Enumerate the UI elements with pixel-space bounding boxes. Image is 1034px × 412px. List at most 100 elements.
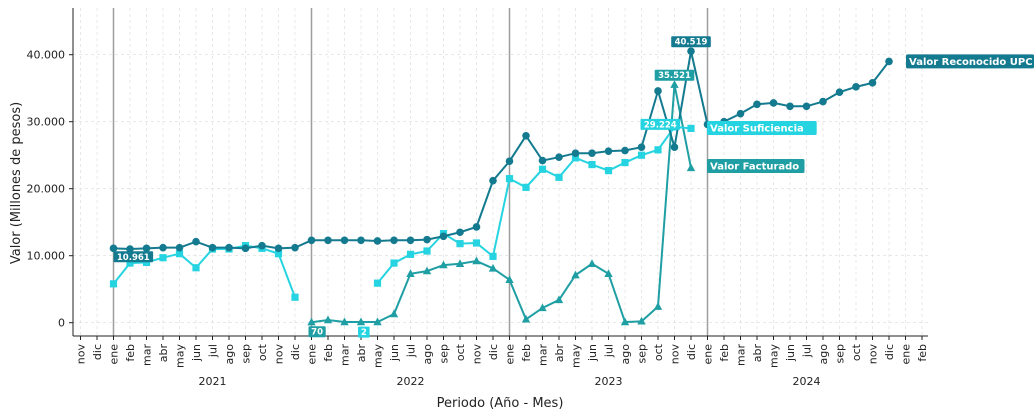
x-tick-label: mar <box>735 344 748 366</box>
data-point <box>274 244 283 253</box>
data-point <box>604 167 613 175</box>
data-point <box>753 100 761 109</box>
y-tick-label: 20.000 <box>27 183 66 196</box>
series-labels: Valor Reconocido UPC Valor Suficiencia Val… <box>707 54 1034 173</box>
data-point <box>538 156 547 165</box>
x-tick-label: ene <box>504 344 517 365</box>
data-point <box>423 235 431 244</box>
annotation-text: 70 <box>311 328 323 338</box>
x-ticks: nov dic ene feb mar abr may jun jul ago sep oct nov d… <box>75 336 929 368</box>
data-point <box>356 317 366 326</box>
x-tick-label: oct <box>850 343 863 361</box>
data-point <box>621 158 629 167</box>
x-tick-label: nov <box>669 344 682 365</box>
x-axis-title: Periodo (Año - Mes) <box>437 396 564 411</box>
data-point <box>357 236 365 245</box>
annotation-text: 2 <box>361 328 367 338</box>
x-tick-label: dic <box>487 344 500 360</box>
data-point <box>604 269 613 277</box>
data-point <box>274 250 283 258</box>
value-annotation: 35.521 <box>654 69 695 81</box>
data-point <box>489 252 497 260</box>
x-tick-label: oct <box>652 343 665 361</box>
x-tick-label: feb <box>124 344 137 362</box>
x-tick-label: ago <box>619 344 632 365</box>
data-point <box>472 223 481 231</box>
x-tick-label: ene <box>108 344 121 365</box>
data-point <box>389 309 399 318</box>
year-label: 2021 <box>199 375 227 388</box>
data-point <box>670 80 679 88</box>
data-point <box>159 254 167 262</box>
annotation-box <box>113 251 154 263</box>
x-tick-label: oct <box>454 343 467 361</box>
data-point <box>653 302 663 310</box>
annotation-text: 35.521 <box>658 71 691 81</box>
data-point <box>819 97 827 106</box>
year-labels: 2021 2022 2023 2024 <box>199 375 821 388</box>
data-point <box>620 317 630 326</box>
data-point <box>291 293 299 301</box>
data-point <box>885 57 893 66</box>
data-point <box>670 143 679 151</box>
annotations: 10.961 70 2 40.519 35.521 29.224 <box>113 36 711 338</box>
data-point <box>323 315 333 324</box>
data-point <box>142 258 151 266</box>
data-point <box>555 153 563 162</box>
x-tick-label: ago <box>817 344 830 365</box>
x-tick-label: dic <box>91 344 104 360</box>
series-line <box>311 84 692 324</box>
data-point <box>406 236 415 245</box>
data-point <box>571 149 580 157</box>
series-label-box <box>707 159 805 173</box>
x-tick-label: feb <box>916 344 929 362</box>
data-point <box>472 239 481 247</box>
data-point <box>175 250 184 258</box>
data-point <box>373 237 382 245</box>
data-point <box>637 143 646 151</box>
data-point <box>604 147 613 155</box>
value-annotation: 10.961 <box>113 251 154 263</box>
y-tick-label: 40.000 <box>27 49 66 62</box>
data-point <box>208 243 217 252</box>
data-point <box>538 165 547 173</box>
data-point <box>291 243 299 252</box>
x-tick-label: sep <box>240 344 253 363</box>
data-point <box>488 263 498 272</box>
annotation-text: 40.519 <box>675 38 708 48</box>
year-label: 2023 <box>595 375 623 388</box>
data-point <box>126 259 134 267</box>
data-point <box>868 79 877 87</box>
data-point <box>406 269 415 277</box>
data-point <box>192 264 200 272</box>
data-point <box>637 316 646 325</box>
series-line <box>376 125 692 284</box>
series-layer <box>109 47 893 326</box>
x-tick-label: jun <box>190 344 203 362</box>
x-tick-label: jun <box>586 344 599 362</box>
data-point <box>439 232 448 241</box>
x-tick-label: nov <box>471 344 484 365</box>
x-tick-label: sep <box>636 344 649 363</box>
annotation-box <box>654 69 695 81</box>
data-point <box>522 131 530 140</box>
data-point <box>439 260 448 269</box>
data-point <box>769 99 778 107</box>
series-valor-reconocido-upc <box>109 47 893 253</box>
x-tick-label: jul <box>207 344 220 358</box>
data-point <box>456 228 464 237</box>
data-point <box>456 240 464 248</box>
x-tick-label: ene <box>702 344 715 365</box>
data-point <box>786 102 794 111</box>
data-point <box>521 314 531 323</box>
data-point <box>522 183 530 191</box>
data-point <box>687 124 695 132</box>
data-point <box>340 317 349 326</box>
x-tick-label: sep <box>834 344 847 363</box>
series-valor-facturado <box>307 80 696 326</box>
x-tick-label: abr <box>553 344 566 363</box>
x-tick-label: dic <box>289 344 302 360</box>
x-tick-label: jun <box>388 344 401 362</box>
data-point <box>588 160 596 169</box>
